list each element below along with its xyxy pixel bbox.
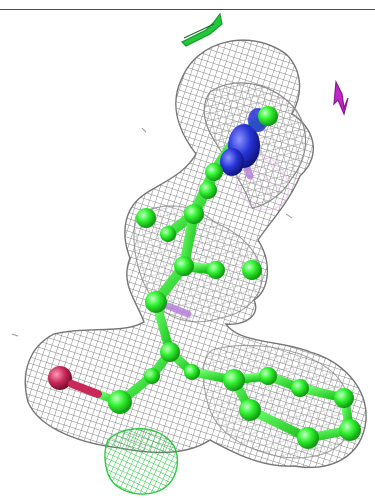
electron-density-mesh: [25, 40, 366, 467]
difference-density-green-top: [182, 14, 222, 46]
difference-density-green-bottom: [105, 429, 177, 494]
difference-density-magenta: [334, 82, 348, 114]
